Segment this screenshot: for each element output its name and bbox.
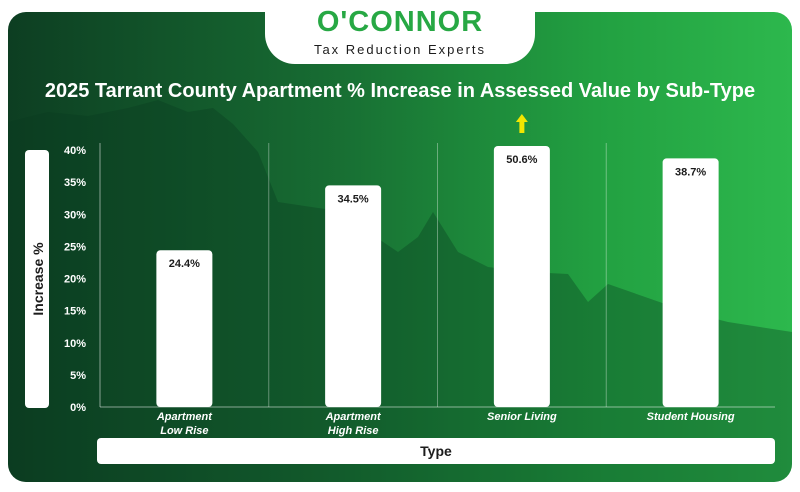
x-tick-label: Apartment: [325, 411, 382, 423]
bar: [156, 250, 213, 407]
y-tick-label: 15%: [64, 306, 86, 318]
bar-value-label: 50.6%: [506, 154, 537, 166]
bar: [662, 158, 719, 407]
logo-tagline: Tax Reduction Experts: [313, 42, 487, 57]
y-tick-label: 0%: [70, 402, 86, 414]
x-tick-label: Apartment: [156, 411, 213, 423]
y-tick-label: 25%: [64, 241, 86, 253]
bar: [493, 146, 550, 407]
y-tick-label: 20%: [64, 274, 86, 286]
y-tick-label: 30%: [64, 209, 86, 221]
logo-brand: O'CONNOR: [316, 6, 484, 38]
x-tick-label: Senior Living: [487, 411, 557, 423]
y-tick-label: 10%: [64, 338, 86, 350]
x-tick-label: Student Housing: [647, 411, 735, 423]
y-axis-label-box: [25, 150, 49, 408]
up-arrow-icon: [515, 114, 528, 133]
logo-tab: O'CONNOR Tax Reduction Experts: [265, 0, 535, 64]
chart-title: 2025 Tarrant County Apartment % Increase…: [44, 80, 756, 102]
bar-value-label: 34.5%: [338, 193, 369, 205]
x-axis-label: Type: [420, 443, 452, 459]
x-tick-label: High Rise: [328, 425, 379, 437]
bar: [325, 185, 382, 407]
bar-value-label: 24.4%: [169, 258, 200, 270]
y-tick-label: 35%: [64, 177, 86, 189]
bar-value-label: 38.7%: [675, 166, 706, 178]
x-axis-label-box: Type: [97, 438, 775, 464]
y-tick-label: 5%: [70, 370, 86, 382]
y-tick-label: 40%: [64, 145, 86, 157]
x-tick-label: Low Rise: [160, 425, 208, 437]
